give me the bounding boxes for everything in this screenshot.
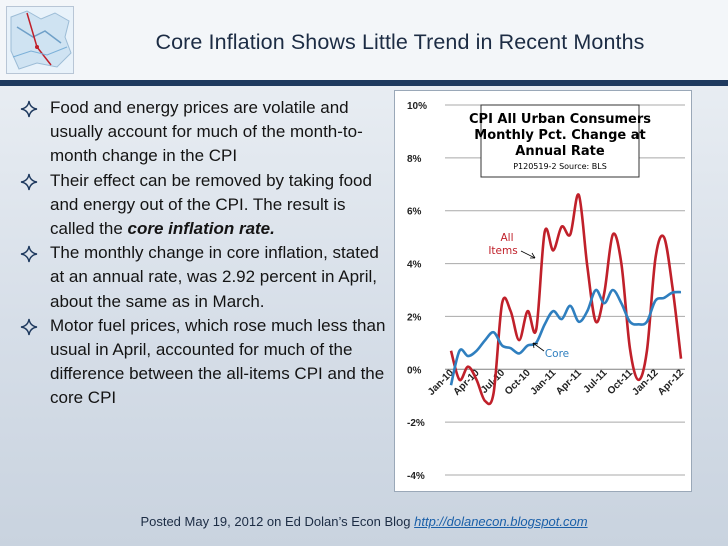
core-pointer	[532, 342, 545, 352]
bullet-list: Food and energy prices are volatile and …	[18, 96, 390, 411]
y-tick-label: 2%	[407, 312, 422, 323]
blog-link[interactable]: http://dolanecon.blogspot.com	[414, 514, 588, 529]
series-line-all-items	[449, 193, 683, 406]
chart-title-line: CPI All Urban Consumers	[469, 112, 651, 127]
title-divider	[0, 80, 728, 86]
chart-title-line: Monthly Pct. Change at	[474, 128, 645, 143]
header-band	[0, 0, 728, 80]
y-tick-label: 0%	[407, 365, 422, 376]
footer-text: Posted May 19, 2012 on Ed Dolan’s Econ B…	[140, 514, 415, 529]
x-tick-label: Jan-11	[529, 367, 559, 397]
bullet-text: Their effect can be removed by taking fo…	[50, 170, 372, 239]
y-tick-label: -4%	[407, 471, 425, 482]
y-tick-label: 6%	[407, 207, 422, 218]
chart-title-box	[480, 104, 640, 178]
x-tick-label: Apr-11	[554, 367, 584, 397]
y-tick-label: -2%	[407, 418, 425, 429]
y-tick-label: 8%	[407, 154, 422, 165]
bullet-item: Their effect can be removed by taking fo…	[18, 169, 390, 242]
y-tick-label: 10%	[407, 101, 427, 112]
map-logo-icon	[6, 6, 74, 74]
bullet-item: The monthly change in core inflation, st…	[18, 241, 390, 314]
all-items-pointer-head	[530, 252, 536, 259]
core-inflation-emphasis: core inflation rate.	[127, 219, 275, 239]
cpi-chart: -4% -2% 0% 2% 4% 6% 8% 10% Jan-10 Apr-10 Jul-10 Oc…	[394, 90, 692, 492]
series-line-core	[449, 288, 682, 386]
series-label-all-items-line1: All	[500, 232, 513, 244]
bullet-item: Food and energy prices are volatile and …	[18, 96, 390, 169]
chart-title-line: Annual Rate	[515, 144, 605, 159]
cpi-chart-svg: -4%-2%0%2%4%6%8%10% Jan-10Apr-10Jul-10Oc…	[407, 101, 686, 482]
x-tick-label: Jul-11	[582, 367, 610, 395]
diamond-star-icon	[20, 100, 38, 118]
series-label-all-items-line2: Items	[488, 245, 517, 257]
diamond-star-icon	[20, 173, 38, 190]
diamond-star-icon	[20, 246, 38, 263]
bullet-text: The monthly change in core inflation, st…	[50, 243, 379, 311]
x-tick-label: Oct-11	[606, 367, 636, 397]
chart-subtitle: P120519-2 Source: BLS	[513, 162, 607, 171]
bullet-text: Food and energy prices are volatile and …	[50, 98, 363, 166]
y-tick-label: 4%	[407, 260, 422, 271]
x-tick-label: Oct-10	[503, 367, 533, 397]
bullet-text: Motor fuel prices, which rose much less …	[50, 315, 386, 408]
diamond-star-icon	[20, 318, 38, 335]
core-pointer-head	[532, 342, 539, 349]
x-tick-label: Apr-12	[656, 367, 686, 397]
bullet-item: Motor fuel prices, which rose much less …	[18, 314, 390, 411]
all-items-pointer	[520, 250, 536, 259]
footer: Posted May 19, 2012 on Ed Dolan’s Econ B…	[0, 514, 728, 529]
series-label-core: Core	[545, 348, 569, 360]
slide-title: Core Inflation Shows Little Trend in Rec…	[155, 30, 645, 54]
